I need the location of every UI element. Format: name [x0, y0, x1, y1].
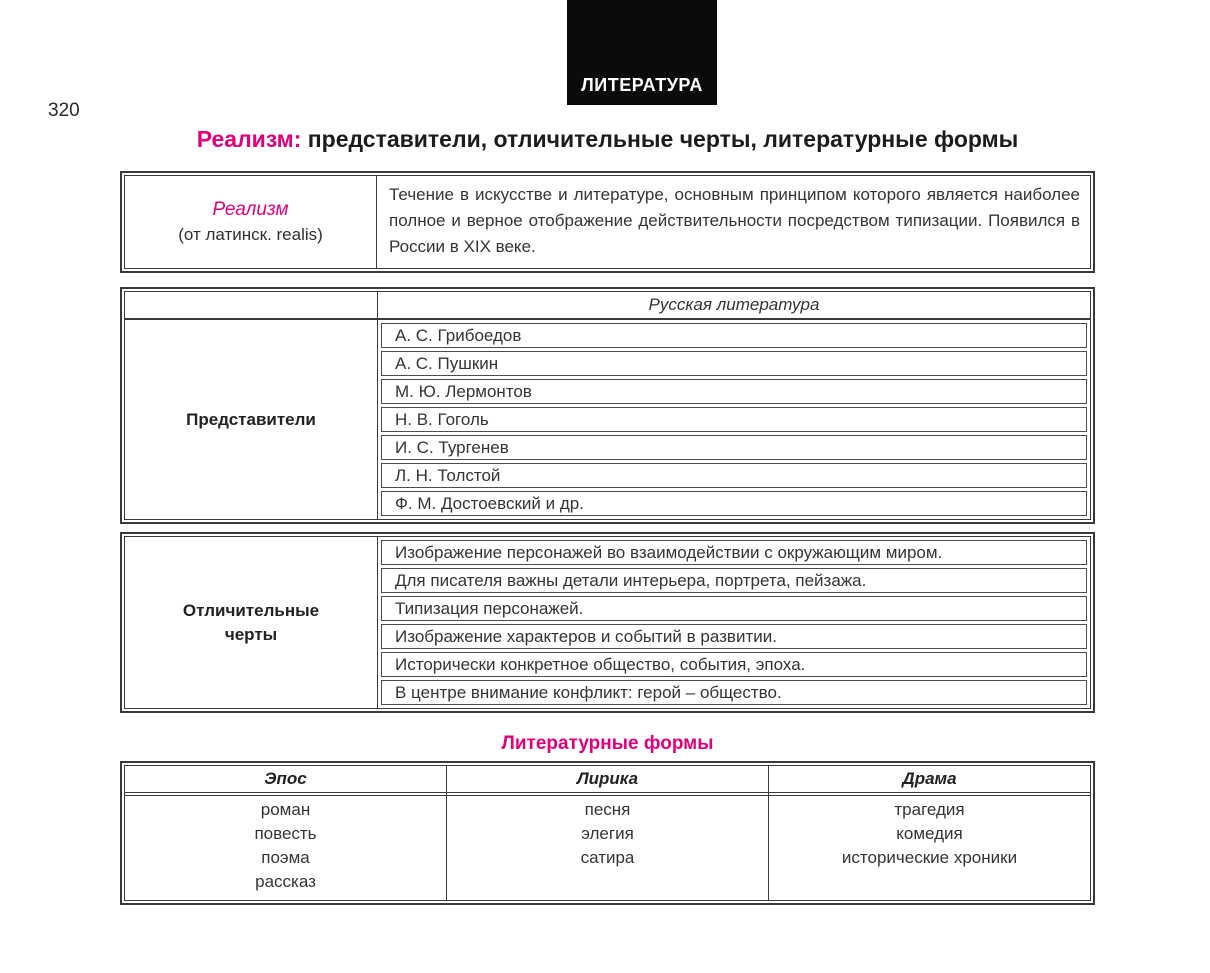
representatives-rows: А. С. Грибоедов А. С. Пушкин М. Ю. Лермо…	[378, 320, 1090, 519]
forms-column-items: роман повесть поэма рассказ	[125, 795, 446, 900]
author-row: Л. Н. Толстой	[381, 463, 1087, 488]
forms-column-items: трагедия комедия исторические хроники	[769, 795, 1090, 900]
form-item: роман	[260, 800, 311, 819]
form-item: комедия	[896, 824, 963, 843]
author-row: И. С. Тургенев	[381, 435, 1087, 460]
page-title-accent: Реализм:	[196, 126, 302, 152]
form-item: трагедия	[894, 800, 965, 819]
definition-table: Реализм (от латинск. realis) Течение в и…	[120, 171, 1095, 273]
feature-row: Изображение характеров и событий в разви…	[381, 624, 1087, 649]
page-number: 320	[48, 100, 80, 121]
forms-column-items: песня элегия сатира	[447, 795, 768, 900]
forms-column-header: Драма	[769, 766, 1090, 793]
form-item: исторические хроники	[841, 848, 1018, 867]
features-table: Отличительные черты Изображение персонаж…	[120, 532, 1095, 713]
form-item: поэма	[261, 848, 310, 867]
form-item: повесть	[254, 824, 317, 843]
form-item: элегия	[581, 824, 634, 843]
page-title-rest: представители, отличительные черты, лите…	[301, 126, 1019, 152]
forms-column-lirika: Лирика песня элегия сатира	[447, 766, 769, 900]
page-title: Реализм: представители, отличительные че…	[120, 126, 1095, 153]
feature-row: Изображение персонажей во взаимодействии…	[381, 540, 1087, 565]
feature-row: Исторически конкретное общество, события…	[381, 652, 1087, 677]
definition-term-cell: Реализм (от латинск. realis)	[125, 176, 377, 268]
representatives-table: Русская литература Представители А. С. Г…	[120, 287, 1095, 524]
definition-text: Течение в искусстве и литературе, основн…	[389, 185, 1080, 256]
features-rows: Изображение персонажей во взаимодействии…	[378, 537, 1090, 708]
features-label: Отличительные черты	[125, 537, 378, 708]
form-item: сатира	[580, 848, 635, 867]
forms-column-epos: Эпос роман повесть поэма рассказ	[125, 766, 447, 900]
representatives-label: Представители	[125, 320, 378, 519]
representatives-header-empty-cell	[125, 292, 378, 318]
literature-logo: ЛИТЕРАТУРА	[567, 0, 717, 105]
term-origin: (от латинск. realis)	[178, 225, 323, 244]
forms-table: Эпос роман повесть поэма рассказ Лирика …	[120, 761, 1095, 905]
author-row: А. С. Грибоедов	[381, 323, 1087, 348]
form-item: песня	[584, 800, 631, 819]
term: Реализм	[212, 199, 289, 220]
author-row: М. Ю. Лермонтов	[381, 379, 1087, 404]
literature-logo-label: ЛИТЕРАТУРА	[581, 75, 703, 95]
author-row: Ф. М. Достоевский и др.	[381, 491, 1087, 516]
forms-column-header: Эпос	[125, 766, 446, 793]
author-row: Н. В. Гоголь	[381, 407, 1087, 432]
author-row: А. С. Пушкин	[381, 351, 1087, 376]
feature-row: Типизация персонажей.	[381, 596, 1087, 621]
forms-heading: Литературные формы	[501, 733, 714, 754]
forms-column-drama: Драма трагедия комедия исторические хрон…	[769, 766, 1090, 900]
representatives-header: Русская литература	[648, 295, 820, 314]
feature-row: В центре внимание конфликт: герой – обще…	[381, 680, 1087, 705]
forms-column-header: Лирика	[447, 766, 768, 793]
feature-row: Для писателя важны детали интерьера, пор…	[381, 568, 1087, 593]
form-item: рассказ	[255, 872, 316, 891]
